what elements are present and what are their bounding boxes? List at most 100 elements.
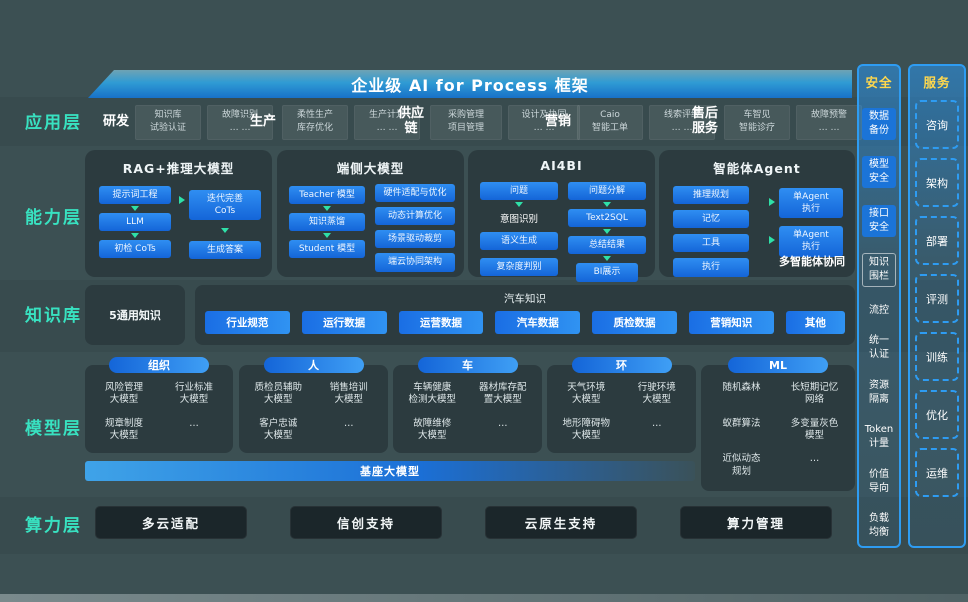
list-node: 单Agent 执行 (779, 226, 843, 257)
services-column: 服务 咨询 架构 部署 评测 训练 优化 运维 (908, 64, 966, 548)
app-group-supply-chain: 供应 链 采购管理 项目管理 设计及协同 … … (398, 101, 581, 143)
service-item: 训练 (915, 332, 959, 381)
arrow-down-icon (323, 206, 331, 212)
model-group-org: 组织 风险管理 大模型 行业标准 大模型 规章制度 大模型 … (85, 357, 233, 453)
layer-label-capability: 能力层 (25, 208, 82, 228)
model-group-pill: ML (728, 357, 828, 373)
flow-node: 问题分解 (568, 182, 646, 201)
agent-left-list: 推理规划 记忆 工具 执行 (673, 186, 749, 277)
security-chip: 模型 安全 (862, 156, 896, 188)
flow-node: 初检 CoTs (99, 240, 171, 259)
flow-node: 语义生成 (480, 232, 558, 251)
kb-general-label: 5通用知识 (109, 309, 161, 322)
arrow-down-icon (603, 256, 611, 262)
model-cells: 随机森林 长短期记忆 网络 蚁群算法 多变量灰色 模型 近似动态 规划 … (701, 365, 855, 486)
kb-chip: 其他 (785, 311, 846, 334)
edge-right-list: 硬件适配与优化 动态计算优化 场景驱动裁剪 端云协同架构 (375, 184, 455, 272)
base-model-bar: 基座大模型 (85, 461, 695, 481)
kb-auto-title: 汽车知识 (504, 293, 546, 305)
layer-label-model: 模型层 (25, 419, 82, 439)
compute-box-management: 算力管理 (680, 506, 832, 539)
service-item: 咨询 (915, 100, 959, 149)
model-cell: 客户忠诚 大模型 (259, 417, 298, 442)
layer-label-app: 应用层 (25, 113, 82, 133)
arrow-down-icon (131, 206, 139, 212)
arrow-down-icon (323, 233, 331, 239)
model-cells: 风险管理 大模型 行业标准 大模型 规章制度 大模型 … (85, 365, 233, 450)
list-node: 硬件适配与优化 (375, 184, 455, 203)
panel-title: 智能体Agent (713, 161, 801, 176)
layer-label-compute: 算力层 (25, 516, 82, 536)
model-group-vehicle: 车 车辆健康 检测大模型 器材库存配 置大模型 故障维修 大模型 … (393, 357, 542, 453)
model-group-pill: 环 (571, 357, 672, 373)
list-node: 推理规划 (673, 186, 749, 205)
edge-left-flow: Teacher 模型 知识蒸馏 Student 模型 (289, 186, 365, 259)
panel-ai4bi: AI4BI 问题 意图识别 语义生成 复杂度判别 问题分解 Text2SQL 总… (468, 150, 655, 282)
model-cell: 行业标准 大模型 (174, 382, 213, 406)
arrow-down-icon (131, 233, 139, 239)
model-cell: 蚁群算法 (722, 417, 761, 429)
model-cell: … (344, 417, 354, 429)
app-chip: 知识库 试验认证 (135, 104, 202, 140)
model-cell: 销售培训 大模型 (329, 382, 368, 406)
arrow-right-icon (769, 198, 775, 206)
arrow-down-icon (603, 202, 611, 208)
app-chip: 柔性生产 库存优化 (282, 104, 349, 140)
compute-box-multicloud: 多云适配 (95, 506, 247, 539)
list-node: 场景驱动裁剪 (375, 230, 455, 249)
list-node: 工具 (673, 234, 749, 253)
model-cell: 车辆健康 检测大模型 (408, 382, 456, 406)
security-item: Token 计量 (864, 424, 894, 449)
model-group-ml: ML 随机森林 长短期记忆 网络 蚁群算法 多变量灰色 模型 近似动态 规划 … (701, 357, 855, 491)
app-group-rd: 研发 知识库 试验认证 故障识别 … … (103, 101, 274, 143)
services-title: 服务 (923, 75, 951, 90)
agent-caption: 多智能体协同 (779, 255, 845, 268)
security-item: 流控 (869, 304, 889, 316)
flow-node: 复杂度判别 (480, 258, 558, 277)
flow-node: Student 模型 (289, 240, 365, 259)
security-item: 资源 隔离 (869, 379, 889, 405)
flow-node: Text2SQL (568, 209, 646, 228)
footer-strip (0, 594, 968, 602)
app-group-production: 生产 柔性生产 库存优化 生产计划 … … (250, 101, 421, 143)
panel-rag: RAG+推理大模型 提示词工程 LLM 初检 CoTs 迭代完善 CoTs 生成… (85, 150, 272, 277)
model-cell: 风险管理 大模型 (104, 382, 143, 406)
model-cell: 天气环境 大模型 (567, 382, 606, 406)
app-group-after-sales: 售后 服务 车智见 智能诊疗 故障预警 … … (692, 101, 863, 143)
model-group-environment: 环 天气环境 大模型 行驶环境 大模型 地形障碍物 大模型 … (547, 357, 696, 453)
panel-title: AI4BI (540, 158, 583, 173)
app-chip: Caio 智能工单 (577, 104, 644, 140)
service-item: 架构 (915, 158, 959, 207)
security-item: 价值 导向 (869, 468, 889, 494)
model-cell: 长短期记忆 网络 (790, 382, 839, 406)
model-cells: 质检员辅助 大模型 销售培训 大模型 客户忠诚 大模型 … (239, 365, 388, 450)
model-cell: 随机森林 (722, 382, 761, 393)
ai4bi-right-flow: 问题分解 Text2SQL 总结结果 BI展示 (568, 182, 646, 282)
model-cells: 天气环境 大模型 行驶环境 大模型 地形障碍物 大模型 … (547, 365, 696, 450)
model-cell: 器材库存配 置大模型 (478, 382, 527, 406)
flow-node: 生成答案 (189, 241, 261, 260)
model-cells: 车辆健康 检测大模型 器材库存配 置大模型 故障维修 大模型 … (393, 365, 542, 450)
model-cell: … (189, 417, 199, 429)
kb-chip: 运营数据 (398, 311, 484, 334)
kb-chip-row: 行业规范 运行数据 运营数据 汽车数据 质检数据 营销知识 其他 (205, 311, 846, 334)
app-group-label: 售后 服务 (692, 106, 719, 136)
layer-label-knowledge: 知识库 (25, 306, 82, 326)
app-chip: 故障预警 … … (796, 104, 863, 140)
ai4bi-left-flow: 问题 意图识别 语义生成 复杂度判别 (480, 182, 558, 277)
panel-title: 端侧大模型 (336, 161, 405, 176)
compute-box-cloudnative: 云原生支持 (485, 506, 637, 539)
security-item: 负载 均衡 (869, 513, 889, 538)
model-group-pill: 人 (263, 357, 364, 373)
list-node: 端云协同架构 (375, 253, 455, 272)
model-group-people: 人 质检员辅助 大模型 销售培训 大模型 客户忠诚 大模型 … (239, 357, 388, 453)
kb-auto-box: 汽车知识 行业规范 运行数据 运营数据 汽车数据 质检数据 营销知识 其他 (195, 285, 855, 345)
security-title: 安全 (865, 75, 893, 90)
security-item-outlined: 知识 围栏 (862, 253, 896, 287)
model-cell: … (498, 417, 508, 429)
app-group-label: 生产 (250, 113, 277, 129)
app-group-label: 研发 (103, 113, 130, 129)
app-chip: 生产计划 … … (354, 104, 421, 140)
flow-node: BI展示 (576, 263, 638, 282)
kb-chip: 汽车数据 (495, 311, 581, 334)
